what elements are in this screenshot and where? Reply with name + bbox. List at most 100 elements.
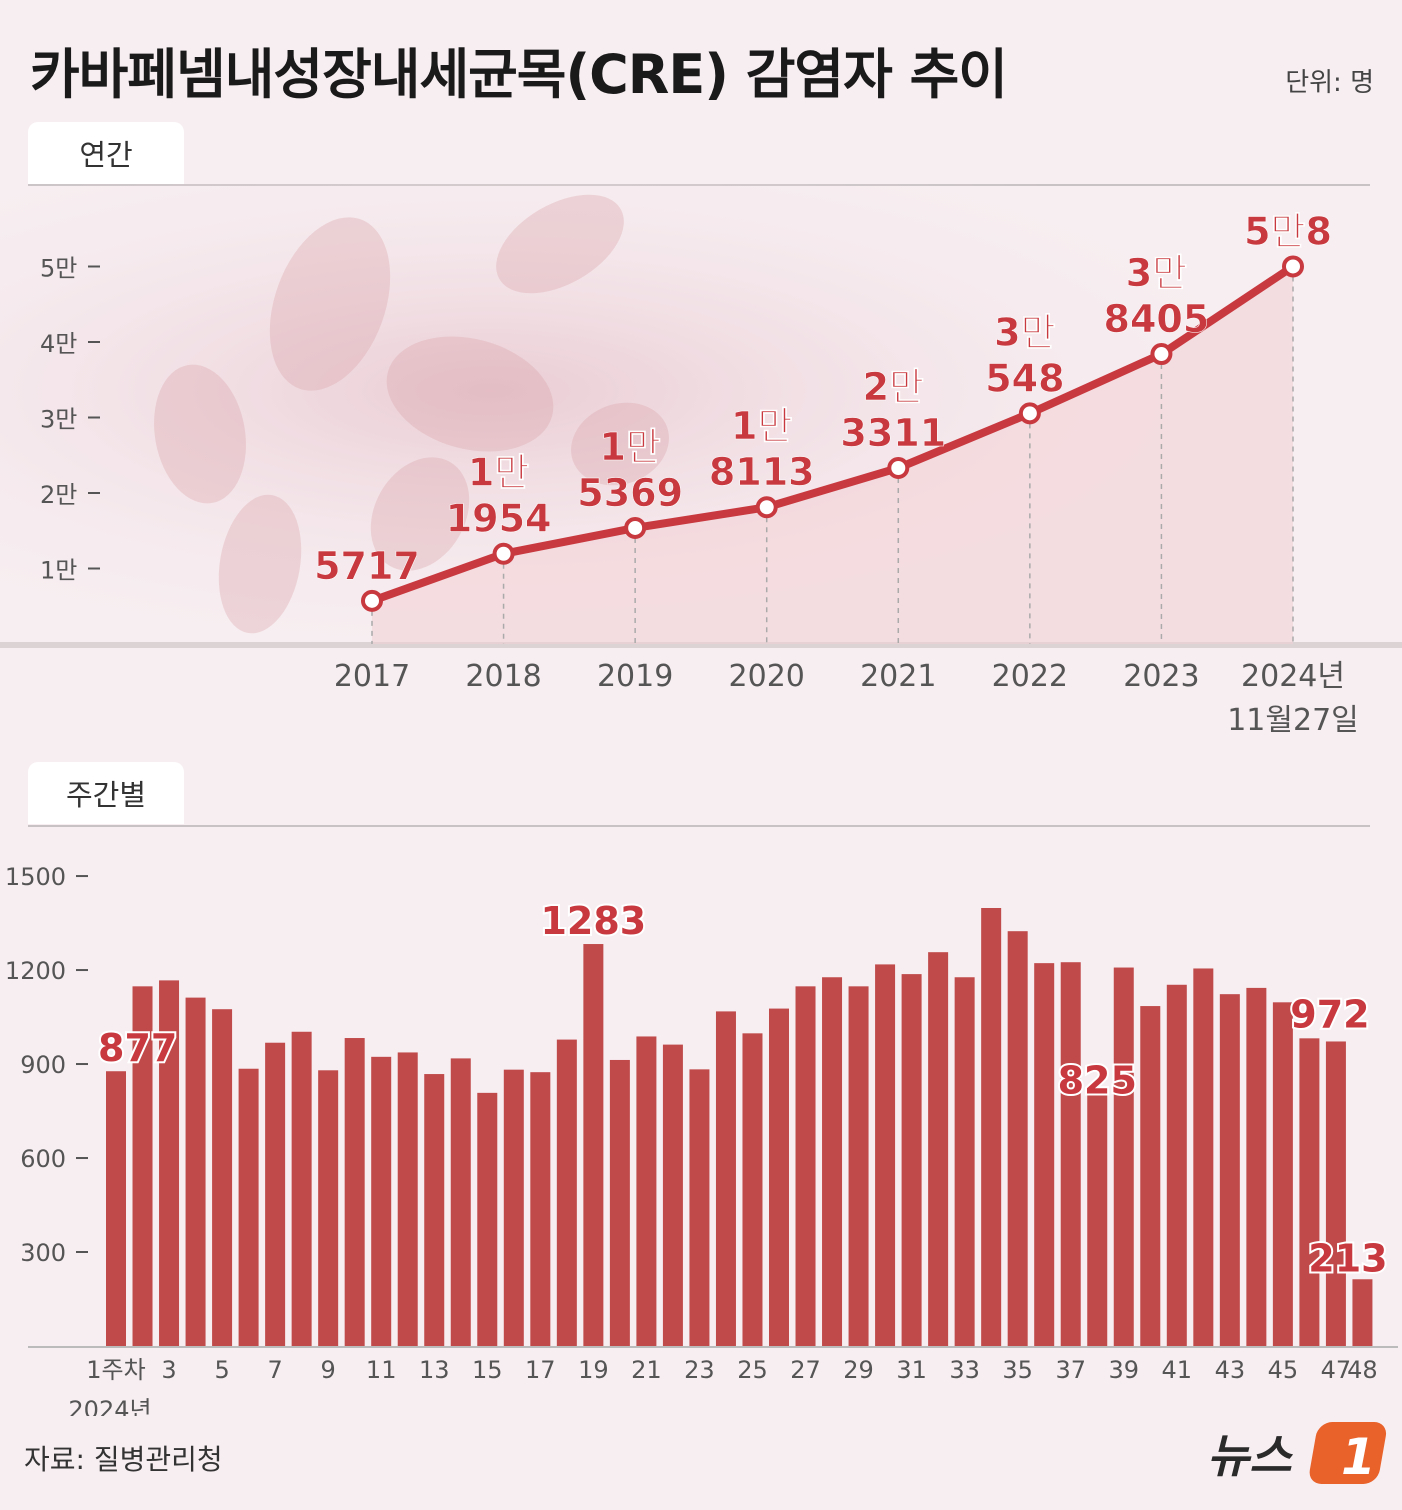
data-label: 8113 — [709, 450, 815, 494]
y-tick-label: 4만 — [40, 330, 77, 358]
data-label: 1954 — [446, 497, 552, 541]
data-point — [1018, 402, 1041, 425]
x-tick-label: 45 — [1268, 1356, 1299, 1384]
news1-logo: 뉴스 1 — [1205, 1418, 1391, 1488]
bar — [397, 1052, 418, 1346]
x-tick-label: 43 — [1215, 1356, 1246, 1384]
data-label: 877 — [98, 1026, 177, 1070]
bar — [662, 1044, 683, 1346]
x-tick-label: 39 — [1108, 1356, 1139, 1384]
bar — [344, 1038, 365, 1346]
x-tick-label: 13 — [419, 1356, 450, 1384]
x-tick-label: 2023 — [1123, 659, 1199, 694]
bar — [424, 1074, 445, 1346]
y-tick-label: 1만 — [40, 557, 77, 585]
bar — [583, 944, 604, 1346]
bar — [1087, 1087, 1108, 1346]
x-tick-label: 48 — [1347, 1356, 1378, 1384]
logo-number: 1 — [1341, 1428, 1376, 1486]
bar — [556, 1039, 577, 1346]
data-label: 5만8 — [1244, 209, 1332, 253]
annual-line-chart: 1만 2만 3만 4만 5만 2017 2018 2019 2020 2021 2022 2023 20… — [0, 184, 1402, 738]
data-label: 1324 — [938, 826, 1044, 829]
data-label: 3만 — [994, 310, 1055, 354]
line-area — [372, 266, 1293, 644]
x-tick-label: 9 — [321, 1356, 336, 1384]
bar — [477, 1092, 498, 1346]
unit-label: 단위: 명 — [1285, 68, 1374, 98]
data-point — [624, 516, 647, 539]
bacteria-shape — [218, 494, 302, 634]
data-label: 1만 — [731, 404, 792, 448]
data-label: 1만 — [468, 451, 529, 495]
data-label: 1만 — [599, 425, 660, 469]
data-point — [887, 457, 910, 480]
bar — [636, 1036, 657, 1346]
data-point — [361, 589, 383, 612]
bacteria-shape — [571, 402, 669, 486]
x-tick-label: 33 — [949, 1356, 980, 1384]
bar — [106, 1071, 126, 1346]
bar — [450, 1058, 471, 1346]
tab-annual: 연간 — [28, 122, 184, 184]
x-tick-label: 2020 — [729, 659, 805, 694]
bar — [901, 974, 922, 1346]
bar — [609, 1059, 630, 1346]
series-line — [370, 263, 1296, 605]
data-label: 8405 — [1104, 297, 1210, 341]
x-tick-label: 3 — [161, 1356, 176, 1384]
x-tick-label: 2021 — [860, 659, 936, 694]
bar — [822, 977, 843, 1346]
data-point — [492, 542, 515, 565]
bar — [1193, 968, 1214, 1346]
bar — [1219, 994, 1240, 1346]
bar — [1272, 1002, 1293, 1346]
data-label: 972 — [1290, 992, 1369, 1036]
bar — [742, 1033, 763, 1346]
x-tick-label: 27 — [790, 1356, 821, 1384]
bar — [185, 997, 206, 1346]
weekly-divider — [28, 825, 1370, 827]
bar — [159, 980, 180, 1346]
x-tick-label: 2019 — [597, 659, 673, 694]
data-label: 5369 — [577, 471, 683, 515]
bar — [291, 1031, 312, 1346]
bar — [795, 986, 816, 1346]
x-tick-label: 17 — [525, 1356, 556, 1384]
logo-badge — [1309, 1422, 1387, 1484]
bar — [981, 908, 1002, 1346]
bar — [1299, 1038, 1320, 1346]
source-label: 자료: 질병관리청 — [24, 1443, 223, 1476]
data-label: 3만 — [1126, 251, 1187, 295]
y-tick-label: 5만 — [40, 255, 77, 283]
data-label: 213 — [1308, 1236, 1387, 1280]
bar — [530, 1072, 551, 1346]
bacteria-shape — [496, 194, 624, 294]
bar — [1060, 962, 1081, 1346]
bar — [371, 1056, 392, 1346]
bar — [875, 964, 896, 1346]
data-label: 3311 — [840, 411, 946, 455]
x-tick-label: 15 — [472, 1356, 503, 1384]
data-point — [1150, 343, 1173, 366]
bar — [928, 952, 949, 1346]
y-tick-label: 600 — [20, 1145, 66, 1173]
chart-title: 카바페넴내성장내세균목(CRE) 감염자 추이 — [30, 43, 1008, 106]
bacteria-shape — [154, 364, 246, 504]
logo-text: 뉴스 — [1207, 1429, 1293, 1483]
x-tick-label: 23 — [684, 1356, 715, 1384]
bar — [212, 1009, 233, 1346]
data-label: 5717 — [314, 544, 420, 588]
data-point — [755, 496, 778, 519]
data-label: 2만 — [863, 365, 924, 409]
bar — [1140, 1006, 1161, 1346]
y-tick-label: 1500 — [5, 863, 66, 891]
x-tick-label: 41 — [1162, 1356, 1193, 1384]
y-tick-label: 300 — [20, 1239, 66, 1267]
bar — [769, 1008, 789, 1346]
bar — [318, 1070, 339, 1346]
x-tick-label: 1주차 — [86, 1356, 145, 1384]
x-tick-label: 35 — [1002, 1356, 1033, 1384]
bacteria-shape — [269, 217, 391, 391]
bar — [503, 1069, 524, 1346]
